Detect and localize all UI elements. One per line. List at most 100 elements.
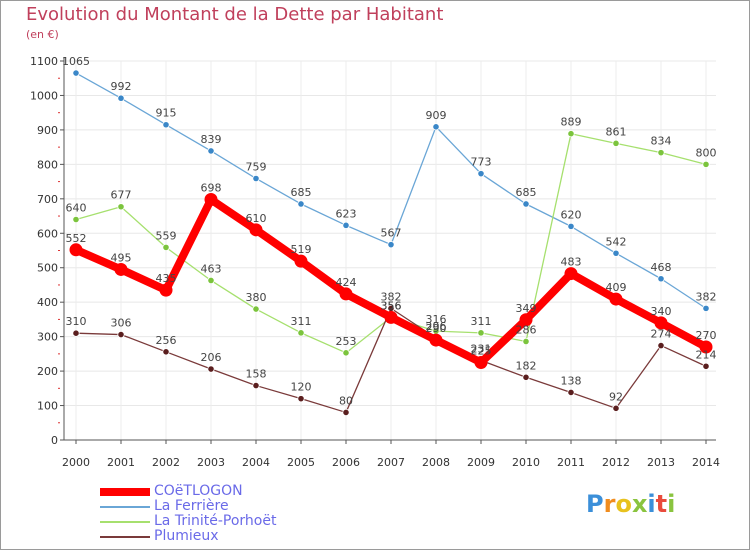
y-minor-tick	[58, 353, 60, 355]
data-label: 685	[516, 186, 537, 199]
data-label: 256	[156, 334, 177, 347]
data-label: 214	[696, 348, 717, 361]
data-point	[699, 340, 713, 354]
data-point	[522, 200, 530, 208]
x-tick-label: 2009	[467, 456, 495, 469]
data-label: 310	[66, 315, 87, 328]
x-tick-label: 2005	[287, 456, 315, 469]
legend-item-coetlogon: COëTLOGON	[100, 484, 320, 499]
x-tick-label: 2002	[152, 456, 180, 469]
data-point	[159, 283, 173, 297]
data-point	[207, 276, 215, 285]
data-point	[294, 254, 308, 268]
data-point	[522, 337, 530, 346]
data-label: 620	[561, 208, 582, 221]
data-label: 182	[516, 359, 537, 372]
data-point	[522, 373, 530, 381]
logo-letter: i	[667, 490, 676, 518]
legend-label: Plumieux	[154, 528, 219, 544]
legend-item-la-trinite-porhoet: La Trinité-Porhoët	[100, 514, 320, 529]
y-minor-tick	[58, 422, 60, 424]
chart-title: Evolution du Montant de la Dette par Hab…	[26, 4, 444, 25]
data-point	[702, 304, 710, 312]
data-point	[72, 69, 80, 77]
data-label: 311	[471, 315, 492, 328]
data-point	[114, 262, 128, 276]
data-point	[567, 388, 575, 397]
data-label: 409	[606, 281, 627, 294]
data-point	[567, 222, 575, 230]
data-label: 759	[246, 160, 267, 173]
y-tick-label: 100	[37, 400, 58, 413]
y-tick-label: 800	[37, 158, 58, 171]
data-point	[297, 200, 305, 208]
data-label: 206	[201, 351, 222, 364]
data-point	[477, 170, 485, 178]
x-tick-label: 2007	[377, 456, 405, 469]
data-label: 80	[339, 394, 353, 407]
legend-label: COëTLOGON	[154, 483, 243, 499]
y-tick-label: 400	[37, 296, 58, 309]
data-label: 435	[156, 272, 177, 285]
data-point	[702, 160, 710, 168]
data-point	[162, 121, 170, 129]
y-tick-label: 1000	[30, 89, 58, 102]
logo-letter: P	[586, 490, 604, 518]
data-label: 290	[426, 322, 447, 335]
logo-letter: o	[615, 490, 632, 518]
x-tick-label: 2014	[692, 456, 720, 469]
data-label: 225	[471, 344, 492, 357]
data-label: 231	[471, 342, 492, 355]
data-label: 519	[291, 243, 312, 256]
legend-swatch	[100, 521, 150, 523]
y-tick-label: 1100	[30, 55, 58, 68]
logo-letter: r	[603, 490, 616, 518]
data-label: 839	[201, 133, 222, 146]
data-point	[252, 381, 260, 390]
data-label: 138	[561, 374, 582, 387]
data-label: 800	[696, 146, 717, 159]
y-axis-unit-label: (en €)	[26, 28, 59, 41]
data-label: 356	[381, 299, 402, 312]
data-point	[609, 292, 623, 306]
data-point	[117, 330, 125, 339]
data-label: 610	[246, 212, 267, 225]
x-tick-label: 2004	[242, 456, 270, 469]
data-point	[654, 316, 668, 330]
data-label: 253	[336, 335, 357, 348]
data-label: 286	[516, 323, 537, 336]
legend: COëTLOGON La Ferrière La Trinité-Porhoët…	[100, 484, 320, 544]
data-label: 889	[561, 116, 582, 129]
data-label: 311	[291, 315, 312, 328]
data-label: 677	[111, 189, 132, 202]
data-label: 1065	[62, 55, 90, 68]
data-point	[564, 267, 578, 281]
y-minor-tick	[58, 215, 60, 217]
data-label: 483	[561, 256, 582, 269]
y-tick-label: 600	[37, 227, 58, 240]
data-point	[429, 333, 443, 347]
logo-letter: i	[647, 490, 656, 518]
y-minor-tick	[58, 181, 60, 183]
data-point	[252, 305, 260, 313]
data-point	[612, 249, 620, 257]
data-point	[657, 341, 665, 350]
y-tick-label: 500	[37, 262, 58, 275]
data-point	[249, 223, 263, 237]
data-point	[387, 241, 395, 249]
data-label: 316	[426, 313, 447, 326]
logo-letter: t	[655, 490, 668, 518]
y-minor-tick	[58, 77, 60, 79]
data-label: 909	[426, 109, 447, 122]
data-point	[342, 408, 350, 417]
legend-swatch	[100, 506, 150, 508]
x-tick-label: 2006	[332, 456, 360, 469]
y-minor-tick	[58, 112, 60, 114]
data-point	[72, 329, 80, 337]
data-point	[702, 362, 710, 370]
data-label: 468	[651, 261, 672, 274]
data-point	[117, 203, 125, 211]
x-tick-label: 2011	[557, 456, 585, 469]
data-label: 495	[111, 251, 132, 264]
